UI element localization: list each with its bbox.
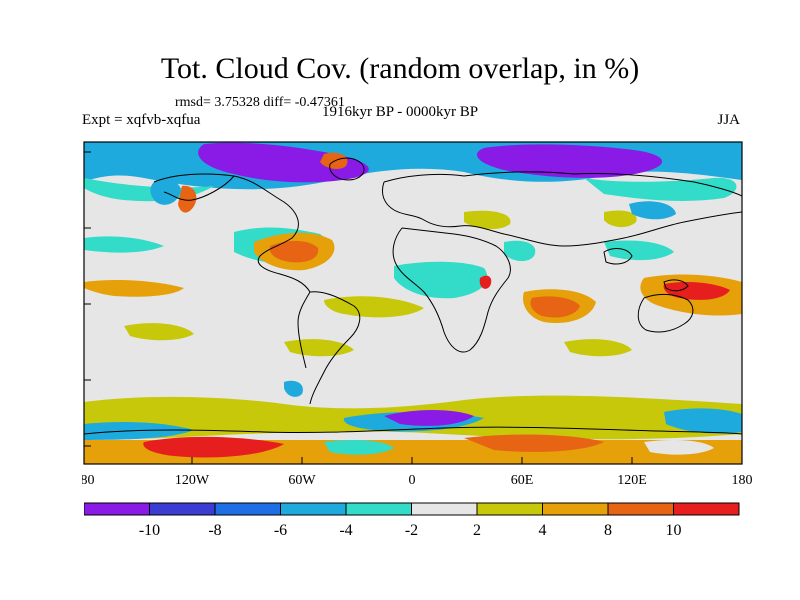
colorbar: -10 -8 -6 -4 -2 2 4 8 10 xyxy=(84,502,740,539)
colorbar-label: 2 xyxy=(473,522,481,539)
colorbar-box xyxy=(84,502,150,516)
anomaly-region xyxy=(143,436,284,458)
anomaly-region xyxy=(604,240,674,261)
coastline-eurasia xyxy=(381,181,742,247)
colorbar-box xyxy=(149,502,216,516)
experiment-label: Expt = xqfvb-xqfua xyxy=(82,112,201,128)
colorbar-label: -10 xyxy=(139,522,160,539)
colorbar-label: 8 xyxy=(604,522,612,539)
coastline-eurasia xyxy=(383,171,742,197)
coastlines xyxy=(84,157,742,435)
lon-tick-label: 60W xyxy=(288,473,316,488)
map-frame xyxy=(83,141,743,465)
anomaly-region xyxy=(324,440,394,455)
colorbar-label: 4 xyxy=(539,522,547,539)
coastline-antarctica xyxy=(84,426,742,435)
coastline-south-america xyxy=(309,291,361,405)
anomaly-region xyxy=(284,380,303,397)
colorbar-box xyxy=(214,502,281,516)
coastline-africa xyxy=(392,227,511,353)
stats-line: rmsd= 3.75328 diff= -0.47361 xyxy=(175,95,345,110)
world-map-plot: 80N40N040S80S 180 120W 60W 0 60E 120E 180 xyxy=(82,141,753,488)
anomaly-region xyxy=(464,434,604,452)
anomaly-region xyxy=(269,240,319,263)
anomaly-shading xyxy=(84,142,742,464)
lon-tick-label: 60E xyxy=(511,473,534,488)
coastline-islands xyxy=(603,248,633,265)
anomaly-region xyxy=(178,185,197,213)
anomaly-region xyxy=(664,408,742,434)
colorbar-box xyxy=(673,502,740,516)
lon-tick-label: 0 xyxy=(409,473,416,488)
coastline-north-america xyxy=(163,175,235,201)
colorbar-box xyxy=(411,502,478,516)
colorbar-label: -2 xyxy=(405,522,418,539)
anomaly-region xyxy=(198,142,369,183)
coastline-north-america xyxy=(153,173,311,293)
anomaly-region xyxy=(464,210,511,230)
anomaly-region xyxy=(84,280,184,297)
colorbar-box xyxy=(345,502,412,516)
coastline-greenland xyxy=(329,157,365,181)
lon-tick-label: 180 xyxy=(732,473,753,488)
anomaly-region xyxy=(604,210,637,228)
anomaly-region xyxy=(124,323,194,341)
colorbar-boxes xyxy=(84,502,740,516)
coastline-south-america xyxy=(297,291,311,369)
season-label: JJA xyxy=(717,112,740,128)
anomaly-region xyxy=(504,240,536,262)
latitude-axis: 80N40N040S80S xyxy=(84,151,91,447)
anomaly-region xyxy=(530,296,580,318)
anomaly-region xyxy=(564,339,632,357)
colorbar-label: -6 xyxy=(274,522,287,539)
colorbar-box xyxy=(542,502,609,516)
colorbar-labels: -10 -8 -6 -4 -2 2 4 8 10 xyxy=(139,522,682,539)
anomaly-region xyxy=(394,261,488,299)
colorbar-box xyxy=(476,502,543,516)
anomaly-region xyxy=(584,177,737,201)
colorbar-label: -4 xyxy=(339,522,352,539)
colorbar-label: -8 xyxy=(208,522,221,539)
colorbar-box xyxy=(607,502,674,516)
anomaly-region xyxy=(663,282,730,300)
coastline-islands xyxy=(663,279,689,292)
lon-tick-label: 120E xyxy=(617,473,647,488)
anomaly-region xyxy=(479,275,492,289)
coastline-australia xyxy=(637,293,694,333)
period-label: 1916kyr BP - 0000kyr BP xyxy=(322,104,479,120)
anomaly-region xyxy=(320,152,348,169)
plot-title: Tot. Cloud Cov. (random overlap, in %) xyxy=(160,52,640,85)
anomaly-region xyxy=(284,339,354,357)
anomaly-region xyxy=(476,144,663,178)
lon-tick-label: 180 xyxy=(82,473,95,488)
anomaly-region xyxy=(84,236,164,253)
anomaly-region xyxy=(644,440,714,455)
longitude-axis: 180 120W 60W 0 60E 120E 180 xyxy=(82,457,753,488)
lon-tick-label: 120W xyxy=(175,473,210,488)
colorbar-box xyxy=(280,502,347,516)
anomaly-region xyxy=(324,296,424,318)
anomaly-region xyxy=(629,201,676,220)
colorbar-label: 10 xyxy=(666,522,682,539)
anomaly-region xyxy=(384,410,474,426)
